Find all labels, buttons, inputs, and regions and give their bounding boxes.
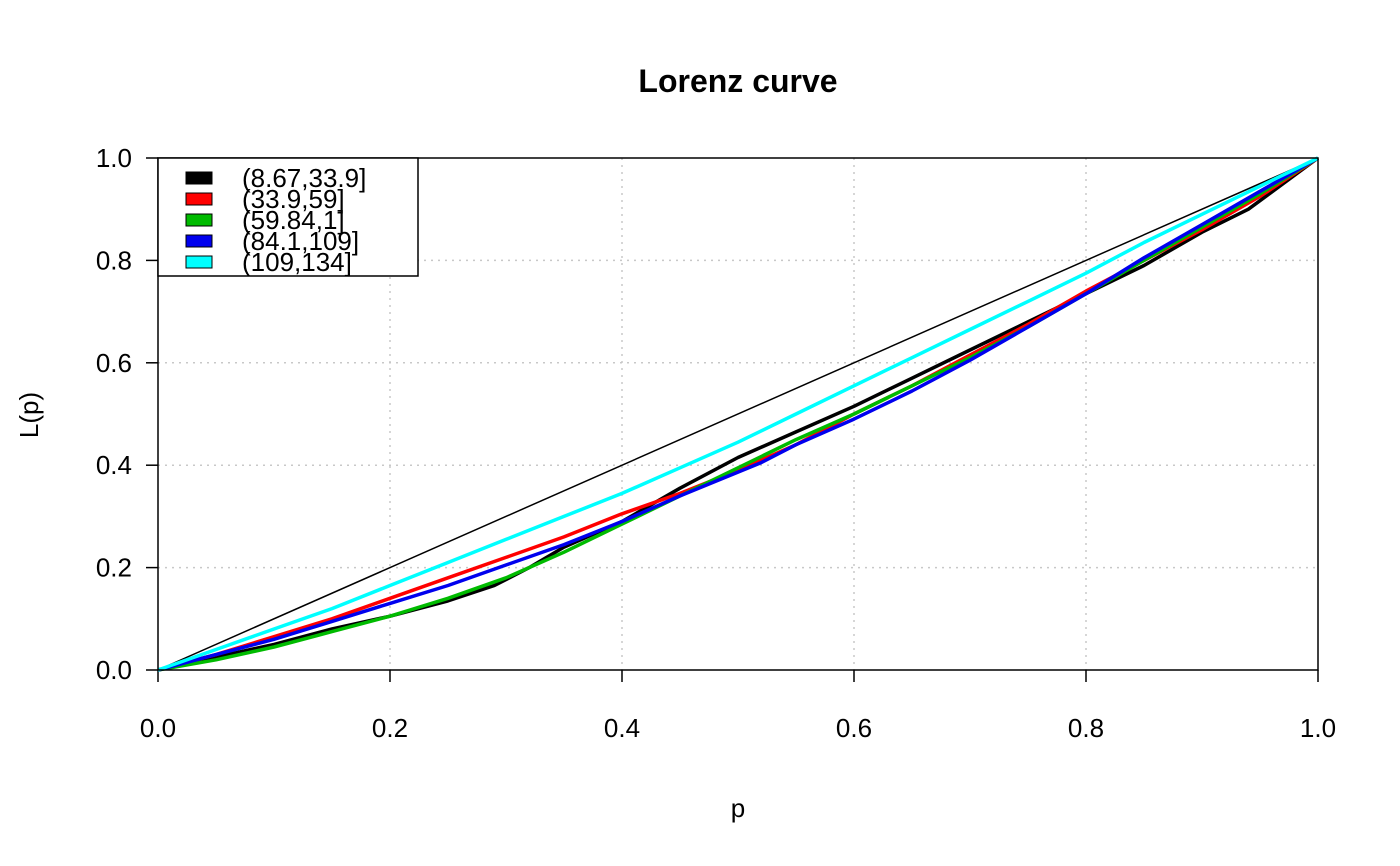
y-tick-label: 0.4: [96, 450, 132, 480]
legend-swatch: [185, 255, 213, 269]
y-tick-label: 0.0: [96, 655, 132, 685]
chart-title: Lorenz curve: [638, 63, 837, 99]
y-tick-label: 0.8: [96, 245, 132, 275]
legend: (8.67,33.9](33.9,59](59.84,1](84.1,109](…: [157, 157, 419, 277]
x-tick-label: 0.4: [604, 713, 640, 743]
y-tick-label: 0.6: [96, 348, 132, 378]
series-line-5: [157, 156, 1319, 672]
x-axis-title: p: [731, 793, 745, 823]
x-tick-label: 0.8: [1068, 713, 1104, 743]
legend-label: (59.84,1]: [242, 205, 345, 235]
series-line-4: [157, 156, 1319, 672]
legend-label: (33.9,59]: [242, 184, 345, 214]
axes: 0.0 0.2 0.4 0.6 0.8 1.0 0.0 0.2 0.4 0.6 0.8 1.0: [96, 143, 1336, 743]
legend-swatch: [185, 234, 213, 248]
y-axis-title: L(p): [14, 392, 44, 438]
legend-label: (8.67,33.9]: [242, 163, 366, 193]
x-tick-label: 1.0: [1300, 713, 1336, 743]
legend-swatch: [185, 171, 213, 185]
legend-swatch: [185, 213, 213, 227]
legend-label: (109,134]: [242, 247, 352, 277]
x-tick-label: 0.0: [140, 713, 176, 743]
plot-frame: [157, 157, 1319, 671]
legend-label: (84.1,109]: [242, 226, 359, 256]
y-tick-label: 1.0: [96, 143, 132, 173]
x-tick-label: 0.2: [372, 713, 408, 743]
series-lines: [157, 156, 1320, 672]
y-tick-label: 0.2: [96, 553, 132, 583]
legend-swatch: [185, 192, 213, 206]
x-tick-label: 0.6: [836, 713, 872, 743]
equality-line: [157, 157, 1319, 671]
